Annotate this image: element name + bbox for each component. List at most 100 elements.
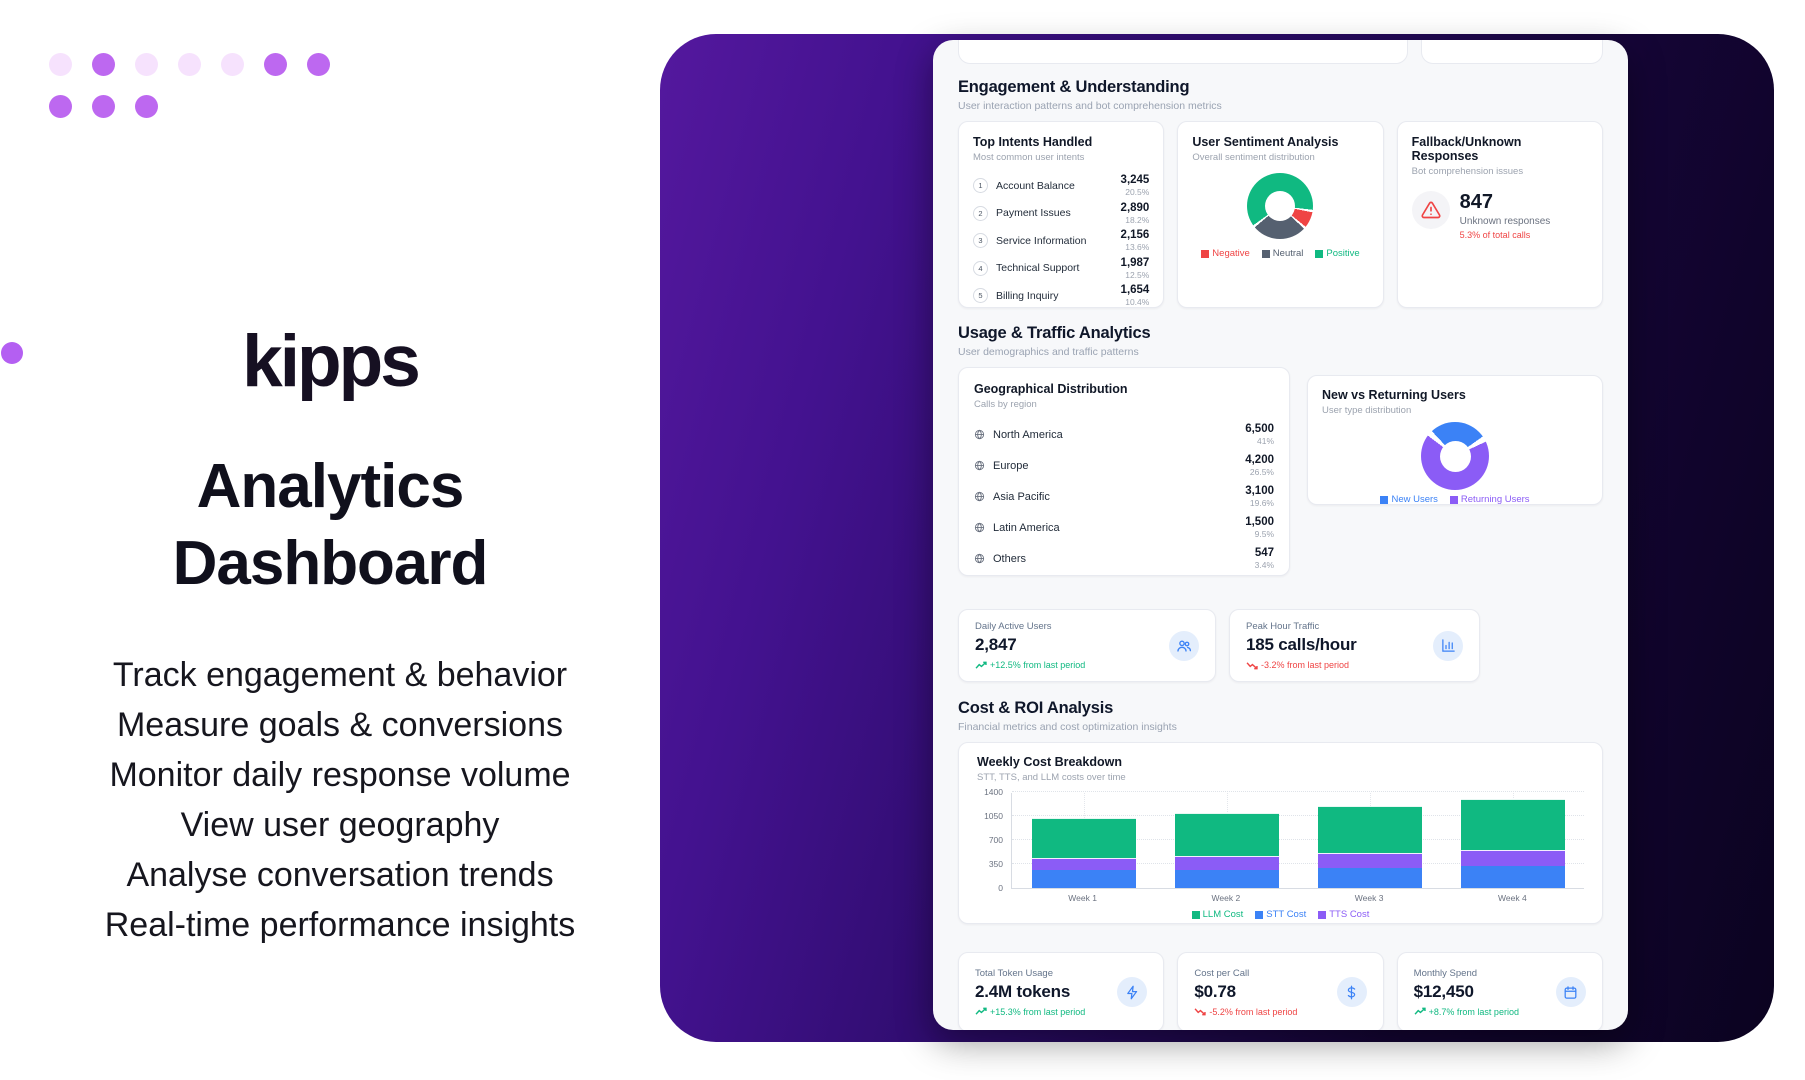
decorative-dot <box>91 52 115 76</box>
legend-swatch <box>1191 910 1200 919</box>
legend-item: Neutral <box>1261 248 1303 259</box>
feature-list: Track engagement & behavior Measure goal… <box>0 650 680 950</box>
weekly-cost-card: Weekly Cost Breakdown STT, TTS, and LLM … <box>958 742 1603 924</box>
weekly-cost-chart: 0 350 700 1050 1400 <box>977 787 1584 893</box>
section-title: Usage & Traffic Analytics <box>958 324 1151 342</box>
section-subtitle: User demographics and traffic patterns <box>958 346 1139 358</box>
bar-segment <box>1460 798 1565 850</box>
feature-item: Analyse conversation trends <box>126 856 554 894</box>
card-title: Fallback/Unknown Responses <box>1411 135 1522 163</box>
region-name: Latin America <box>993 521 1060 534</box>
intent-row: 5 Billing Inquiry 1,654 10.4% <box>973 282 1149 310</box>
region-count: 547 <box>1254 547 1274 559</box>
feature-item: Track engagement & behavior <box>112 656 568 694</box>
top-intents-card: Top Intents Handled Most common user int… <box>958 121 1165 310</box>
stat-change: +8.7% from last period <box>1414 1007 1519 1017</box>
intent-count: 2,890 <box>1120 201 1150 214</box>
intent-count: 1,987 <box>1120 256 1150 269</box>
stat-change: +15.3% from last period <box>975 1007 1085 1017</box>
region-name: North America <box>993 428 1063 441</box>
region-count: 3,100 <box>1245 485 1274 497</box>
bar-segment <box>1031 857 1136 871</box>
calendar-icon <box>1555 977 1586 1007</box>
page-title-line1: Analytics <box>196 452 465 521</box>
rank-badge: 3 <box>973 233 988 249</box>
section-subtitle: User interaction patterns and bot compre… <box>958 100 1222 112</box>
x-axis-label: Week 4 <box>1498 893 1527 903</box>
stat-label: Total Token Usage <box>975 967 1053 979</box>
top-intents-list: 1 Account Balance 3,245 20.5% <box>973 172 1149 310</box>
trend-down-icon <box>1246 661 1258 669</box>
intent-row: 4 Technical Support 1,987 12.5% <box>973 255 1149 283</box>
stat-change: -5.2% from last period <box>1194 1007 1297 1017</box>
bar-segment <box>1031 870 1136 888</box>
users-icon <box>1169 630 1199 661</box>
legend-swatch <box>1201 249 1210 258</box>
legend-swatch <box>1380 495 1389 504</box>
intent-percent: 10.4% <box>1125 297 1150 308</box>
globe-icon <box>974 429 985 440</box>
geography-list: North America 6,500 41% <box>974 419 1274 574</box>
decorative-dot <box>177 52 201 76</box>
sentiment-donut-chart <box>1247 173 1314 239</box>
decorative-dot <box>48 95 72 118</box>
y-axis: 0 350 700 1050 1400 <box>984 787 1003 893</box>
dashboard-screenshot: Engagement & Understanding User interact… <box>933 40 1628 1030</box>
bar-segment <box>1174 812 1279 856</box>
cost-section-header: Cost & ROI Analysis Financial metrics an… <box>958 699 1603 733</box>
intent-percent: 12.5% <box>1125 269 1150 280</box>
card-subtitle: User type distribution <box>1322 405 1412 416</box>
region-name: Europe <box>993 459 1029 472</box>
x-axis-label: Week 1 <box>1068 893 1097 903</box>
region-percent: 41% <box>1256 436 1274 446</box>
stacked-bar <box>1317 805 1422 888</box>
bar-segment <box>1174 869 1279 888</box>
legend-item: TTS Cost <box>1318 909 1369 920</box>
region-row: Asia Pacific 3,100 19.6% <box>974 481 1274 512</box>
intent-name: Technical Support <box>996 262 1080 275</box>
stat-label: Monthly Spend <box>1413 967 1478 979</box>
rank-badge: 2 <box>973 205 988 221</box>
daily-active-users-card: Daily Active Users 2,847 +12.5% from las… <box>958 609 1216 682</box>
legend-item: New Users <box>1380 494 1438 505</box>
card-subtitle: Most common user intents <box>973 152 1085 163</box>
intent-count: 3,245 <box>1120 174 1150 187</box>
intent-percent: 20.5% <box>1125 187 1150 198</box>
region-row: Others 547 3.4% <box>974 543 1274 574</box>
legend-item: STT Cost <box>1255 909 1306 920</box>
card-subtitle: STT, TTS, and LLM costs over time <box>977 772 1126 783</box>
peak-hour-traffic-card: Peak Hour Traffic 185 calls/hour -3.2% f… <box>1229 609 1480 682</box>
decorative-dot <box>220 52 244 76</box>
intent-row: 2 Payment Issues 2,890 18.2% <box>973 200 1149 228</box>
card-title: Top Intents Handled <box>973 135 1093 149</box>
legend-swatch <box>1315 249 1324 258</box>
decorative-dot <box>1 342 23 364</box>
stacked-bar <box>1031 818 1136 888</box>
stat-change: -3.2% from last period <box>1246 660 1357 670</box>
region-count: 6,500 <box>1245 423 1274 435</box>
token-usage-card: Total Token Usage 2.4M tokens +15.3% fro… <box>958 952 1165 1030</box>
engagement-section-header: Engagement & Understanding User interact… <box>958 78 1603 112</box>
donut-hole <box>1439 440 1471 472</box>
intent-row: 1 Account Balance 3,245 20.5% <box>973 172 1149 200</box>
intent-count: 2,156 <box>1120 229 1150 242</box>
legend-swatch <box>1255 910 1264 919</box>
usage-section-header: Usage & Traffic Analytics User demograph… <box>958 324 1603 358</box>
trend-up-icon <box>1414 1007 1426 1015</box>
rank-badge: 1 <box>973 178 988 194</box>
stat-value: $12,450 <box>1413 981 1474 1001</box>
stacked-bar <box>1174 812 1279 888</box>
intent-count: 1,654 <box>1120 284 1150 297</box>
legend-swatch <box>1261 249 1270 258</box>
legend-swatch <box>1318 910 1327 919</box>
sentiment-card: User Sentiment Analysis Overall sentimen… <box>1177 121 1384 308</box>
fallback-label: Unknown responses <box>1459 216 1551 227</box>
card-title: New vs Returning Users <box>1322 388 1466 402</box>
intent-row: 3 Service Information 2,156 13.6% <box>973 227 1149 255</box>
legend-item: Negative <box>1201 248 1250 259</box>
bar-segment <box>1031 818 1136 858</box>
cutoff-card <box>1421 40 1603 64</box>
stat-change: +12.5% from last period <box>975 660 1085 670</box>
card-title: User Sentiment Analysis <box>1192 135 1339 149</box>
bar-chart-icon <box>1433 630 1463 661</box>
